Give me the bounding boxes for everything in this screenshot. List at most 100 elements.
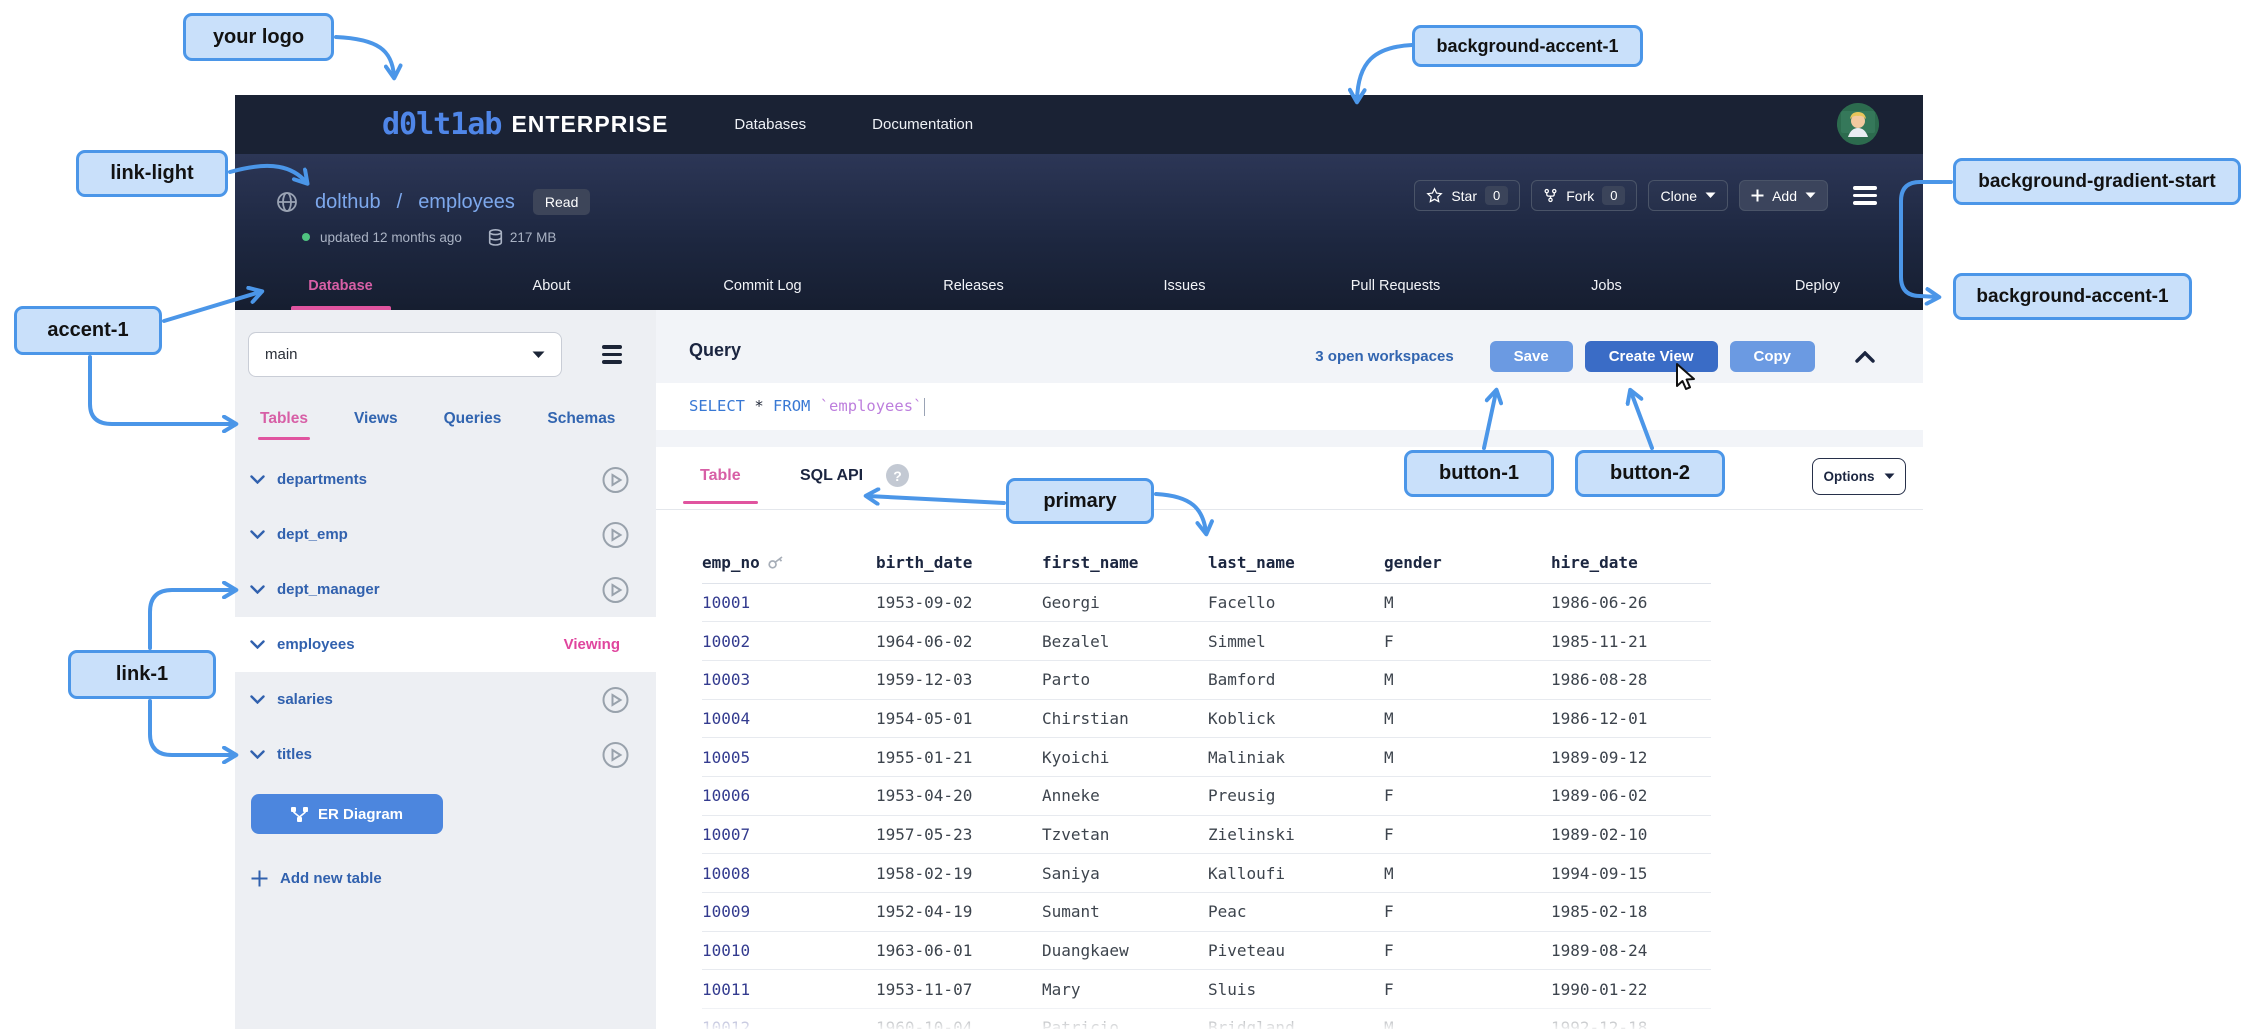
- sql-editor[interactable]: SELECT * FROM `employees`: [656, 383, 1923, 430]
- annotation-accent-1: accent-1: [14, 306, 162, 355]
- table-row-dept-manager[interactable]: dept_manager: [235, 562, 656, 617]
- sidebar-tab-schemas[interactable]: Schemas: [547, 410, 616, 427]
- add-button[interactable]: Add: [1739, 180, 1828, 211]
- repo-tab-commit-log[interactable]: Commit Log: [723, 277, 802, 294]
- column-header-hire-date[interactable]: hire_date: [1551, 543, 1711, 584]
- repo-tab-about[interactable]: About: [532, 277, 571, 294]
- sidebar-tab-views[interactable]: Views: [353, 410, 398, 427]
- fork-count[interactable]: 0: [1602, 186, 1626, 205]
- user-avatar[interactable]: [1837, 103, 1879, 145]
- table-name[interactable]: departments: [277, 471, 368, 488]
- collapse-chevron-up-icon[interactable]: [1855, 350, 1875, 363]
- table-row-dept-emp[interactable]: dept_emp: [235, 507, 656, 562]
- sidebar-tab-tables[interactable]: Tables: [258, 410, 310, 440]
- table-row-titles[interactable]: titles: [235, 727, 656, 782]
- chevron-down-icon[interactable]: [250, 750, 265, 759]
- emp-no-cell[interactable]: 10009: [702, 892, 876, 932]
- table-row-employees[interactable]: employees Viewing: [235, 617, 656, 672]
- branch-row: main: [248, 332, 643, 377]
- breadcrumb-repo-name[interactable]: employees: [418, 190, 515, 213]
- clone-button[interactable]: Clone: [1648, 180, 1729, 211]
- star-button[interactable]: Star 0: [1414, 180, 1521, 211]
- save-button[interactable]: Save: [1489, 341, 1573, 372]
- emp-no-cell[interactable]: 10002: [702, 621, 876, 661]
- cell: 1958-02-19: [876, 853, 1042, 893]
- nav-link-databases[interactable]: Databases: [734, 116, 807, 133]
- column-header-gender[interactable]: gender: [1384, 543, 1551, 584]
- column-header-emp-no[interactable]: emp_no: [702, 543, 876, 584]
- er-diagram-icon: [290, 806, 308, 822]
- table-name[interactable]: dept_manager: [277, 581, 380, 598]
- table-row: 10002 1964-06-02 Bezalel Simmel F 1985-11-21: [702, 621, 1711, 661]
- copy-button[interactable]: Copy: [1729, 341, 1815, 372]
- play-query-icon[interactable]: [602, 741, 629, 768]
- open-workspaces-link[interactable]: 3 open workspaces: [1315, 348, 1454, 365]
- table-name[interactable]: employees: [277, 636, 355, 653]
- play-query-icon[interactable]: [602, 466, 629, 493]
- branch-selector[interactable]: main: [248, 332, 562, 377]
- cell: Maliniak: [1208, 737, 1384, 777]
- breadcrumb-owner[interactable]: dolthub: [315, 190, 381, 213]
- annotation-primary: primary: [1006, 478, 1154, 524]
- add-new-table-label: Add new table: [280, 870, 382, 887]
- repo-tab-releases[interactable]: Releases: [943, 277, 1004, 294]
- table-name[interactable]: titles: [277, 746, 313, 763]
- table-list: departments dept_emp dept_manager: [235, 452, 656, 782]
- play-query-icon[interactable]: [602, 576, 629, 603]
- chevron-down-icon[interactable]: [250, 475, 265, 484]
- create-view-button[interactable]: Create View: [1584, 341, 1718, 372]
- chevron-down-icon[interactable]: [250, 640, 265, 649]
- emp-no-cell[interactable]: 10007: [702, 815, 876, 855]
- chevron-down-icon[interactable]: [250, 530, 265, 539]
- repo-tab-issues[interactable]: Issues: [1163, 277, 1206, 294]
- emp-no-cell[interactable]: 10001: [702, 583, 876, 623]
- table-row-salaries[interactable]: salaries: [235, 672, 656, 727]
- table-row: 10001 1953-09-02 Georgi Facello M 1986-06-26: [702, 583, 1711, 623]
- cell: F: [1384, 969, 1551, 1010]
- play-query-icon[interactable]: [602, 521, 629, 548]
- emp-no-cell[interactable]: 10006: [702, 776, 876, 816]
- column-header-last-name[interactable]: last_name: [1208, 543, 1384, 584]
- chevron-down-icon[interactable]: [250, 585, 265, 594]
- sidebar-tab-queries[interactable]: Queries: [443, 410, 502, 427]
- nav-link-documentation[interactable]: Documentation: [872, 116, 974, 133]
- help-icon[interactable]: ?: [886, 464, 909, 487]
- emp-no-cell[interactable]: 10011: [702, 969, 876, 1010]
- emp-no-cell[interactable]: 10010: [702, 931, 876, 971]
- result-tab-table[interactable]: Table: [683, 467, 758, 504]
- table-name[interactable]: salaries: [277, 691, 333, 708]
- emp-no-cell[interactable]: 10008: [702, 853, 876, 893]
- emp-no-cell[interactable]: 10003: [702, 660, 876, 700]
- fork-button[interactable]: Fork 0: [1531, 180, 1638, 211]
- table-row: 10004 1954-05-01 Chirstian Koblick M 1986-12-…: [702, 699, 1711, 739]
- options-button[interactable]: Options: [1812, 458, 1906, 495]
- repo-menu-icon[interactable]: [1853, 186, 1877, 205]
- play-query-icon[interactable]: [602, 686, 629, 713]
- er-diagram-button[interactable]: ER Diagram: [251, 794, 443, 834]
- cell: Bezalel: [1042, 621, 1208, 661]
- chevron-down-icon[interactable]: [250, 695, 265, 704]
- repo-tab-jobs[interactable]: Jobs: [1591, 277, 1622, 294]
- cell: 1994-09-15: [1551, 853, 1711, 893]
- column-header-birth-date[interactable]: birth_date: [876, 543, 1042, 584]
- cell: Chirstian: [1042, 699, 1208, 739]
- cell: Piveteau: [1208, 931, 1384, 971]
- emp-no-cell[interactable]: 10012: [702, 1008, 876, 1029]
- add-new-table-button[interactable]: Add new table: [251, 870, 382, 887]
- result-tab-bar: Table SQL API ? Options: [656, 447, 1923, 510]
- column-header-first-name[interactable]: first_name: [1042, 543, 1208, 584]
- repo-tab-deploy[interactable]: Deploy: [1794, 277, 1841, 294]
- result-tab-sql-api[interactable]: SQL API: [800, 467, 864, 484]
- repo-tab-database[interactable]: Database: [235, 261, 446, 310]
- table-row: 10003 1959-12-03 Parto Bamford M 1986-08-28: [702, 660, 1711, 700]
- annotation-background-gradient-start: background-gradient-start: [1953, 158, 2241, 205]
- cell: F: [1384, 931, 1551, 971]
- table-name[interactable]: dept_emp: [277, 526, 348, 543]
- sidebar-menu-icon[interactable]: [602, 345, 622, 364]
- doltlab-logo[interactable]: d0lt1ab: [382, 107, 502, 142]
- emp-no-cell[interactable]: 10004: [702, 699, 876, 739]
- table-row-departments[interactable]: departments: [235, 452, 656, 507]
- emp-no-cell[interactable]: 10005: [702, 737, 876, 777]
- repo-tab-pull-requests[interactable]: Pull Requests: [1350, 277, 1441, 294]
- star-count[interactable]: 0: [1485, 186, 1509, 205]
